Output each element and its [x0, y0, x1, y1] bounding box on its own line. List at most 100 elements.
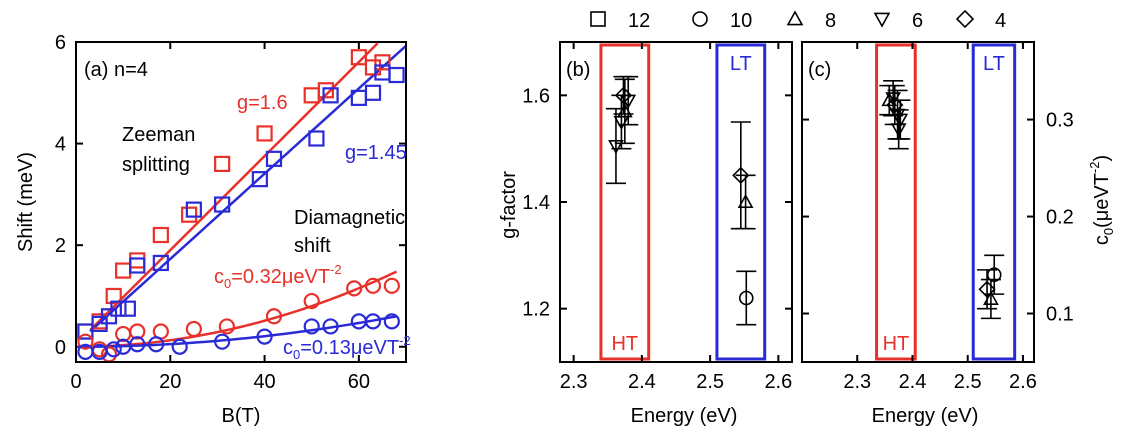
data-point-red-circle: [383, 277, 400, 294]
data-point-red-square: [129, 252, 146, 269]
legend-diamond-icon: [955, 9, 975, 29]
data-point-red-circle: [364, 277, 382, 294]
y-tick-label: 0: [55, 337, 66, 359]
panel-b-data-point-triangle-down: [608, 140, 624, 155]
data-point-red-square: [350, 49, 367, 66]
data-point-blue-circle: [383, 313, 400, 330]
panel-c-x-tick-label: 2.3: [843, 371, 871, 393]
panel-a: 0 20 40 60 0 2 4 6 (a) n=4 B(T) Shift (meV) g=1…: [15, 32, 411, 427]
data-point-red-square: [152, 226, 169, 244]
panel-b-data-point-circle: [738, 290, 754, 306]
data-point-red-square: [115, 262, 132, 279]
panel-c-region-label: HT: [883, 333, 910, 355]
data-point-blue-square: [214, 196, 231, 213]
data-point-red-circle: [303, 292, 320, 310]
data-point-blue-square: [308, 130, 325, 147]
panel-b-data-point-diamond: [732, 166, 750, 184]
y-tick-label: 6: [55, 32, 66, 54]
annotation-zeeman-2: splitting: [122, 154, 190, 176]
data-point-blue-square: [364, 84, 382, 101]
panel-b-x-tick-label: 2.4: [628, 371, 656, 393]
panel-c-region-lt: [971, 43, 1017, 361]
data-point-blue-circle: [303, 318, 320, 335]
data-point-red-circle: [129, 323, 146, 340]
data-point-blue-circle: [129, 336, 146, 353]
legend-label: 6: [912, 10, 923, 32]
data-point-red-square: [374, 54, 391, 71]
panel-c-data-point-triangle-up: [983, 290, 999, 305]
panel-c-data-point-diamond: [978, 280, 996, 298]
data-point-blue-square: [185, 201, 202, 218]
panel-c-x-tick-label: 2.4: [899, 371, 927, 393]
panel-a-xlabel: B(T): [222, 405, 261, 427]
panel-a-ylabel: Shift (meV): [15, 152, 37, 252]
data-point-red-circle: [218, 318, 235, 335]
panel-b-frame: [559, 41, 793, 363]
data-point-blue-circle: [105, 341, 122, 358]
panel-c-region-label: LT: [983, 53, 1005, 75]
data-point-blue-square: [110, 300, 127, 317]
fit-line-zeeman-blue: [89, 44, 407, 333]
data-point-blue-square: [322, 87, 339, 104]
panel-c-y-tick-label: 0.3: [1046, 110, 1074, 132]
data-point-blue-square: [119, 300, 136, 317]
data-point-blue-square: [152, 254, 169, 272]
panel-b-x-tick-label: 2.5: [696, 371, 724, 393]
data-point-red-circle: [346, 280, 363, 297]
data-point-blue-square: [129, 257, 146, 274]
data-point-red-square: [364, 59, 382, 76]
panel-b-ylabel: g-factor: [498, 171, 520, 239]
x-tick-label: 60: [348, 371, 370, 393]
y-tick-label: 4: [55, 134, 66, 156]
panel-b-data-point-triangle-up: [737, 193, 754, 208]
panel-c: HT LT 2.3 2.4 2.5 2.6 0.1 0.2 0.3 (c) Energy (e…: [801, 41, 1116, 427]
panel-c-x-tick-label: 2.6: [1009, 371, 1037, 393]
annotation-g-blue: g=1.45: [345, 142, 407, 164]
data-point-blue-circle: [364, 313, 382, 330]
panel-b-region-label: LT: [730, 53, 752, 75]
data-point-blue-circle: [214, 333, 231, 350]
data-point-blue-circle: [148, 336, 165, 353]
panel-b-y-tick-label: 1.6: [522, 85, 550, 107]
data-point-red-circle: [185, 320, 202, 338]
legend-label: 4: [995, 10, 1006, 32]
legend-label: 8: [825, 10, 836, 32]
panel-c-xlabel: Energy (eV): [872, 405, 979, 427]
annotation-g-red: g=1.6: [237, 92, 288, 114]
panel-c-y-tick-label: 0.1: [1046, 304, 1074, 326]
panel-c-label: (c): [808, 59, 831, 81]
panel-c-data-point-triangle-down: [890, 123, 907, 138]
data-point-red-square: [105, 287, 122, 305]
panel-b-data-point-triangle-down: [613, 116, 630, 131]
panel-c-data-point-triangle-down: [885, 92, 902, 107]
annotation-c0-blue: c0=0.13μeVT-2: [283, 333, 411, 362]
panel-c-frame: [801, 41, 1035, 363]
panel-b-y-tick-label: 1.2: [522, 299, 550, 321]
x-tick-label: 40: [253, 371, 275, 393]
panel-b: HT LT 2.3 2.4 2.5 2.6 1.2 1.4 1.6 (b) Energy (e…: [498, 41, 793, 427]
data-point-blue-circle: [256, 328, 273, 345]
data-point-blue-square: [251, 171, 268, 188]
panel-c-ylabel: c0(μeVT-2): [1087, 155, 1116, 245]
x-tick-label: 20: [159, 371, 181, 393]
panel-c-x-tick-label: 2.5: [954, 371, 982, 393]
legend-label: 12: [628, 10, 650, 32]
data-point-blue-circle: [322, 318, 339, 335]
data-point-red-square: [214, 155, 231, 173]
data-point-red-circle: [77, 333, 94, 350]
data-point-red-circle: [265, 308, 283, 325]
legend-triangle-down-icon: [873, 12, 891, 28]
data-point-red-square: [303, 87, 320, 104]
panel-b-label: (b): [566, 59, 590, 81]
legend-triangle-up-icon: [786, 10, 804, 26]
panel-b-x-tick-label: 2.6: [764, 371, 792, 393]
panel-c-data-point-triangle-down: [892, 113, 909, 128]
legend: 12 10 8 6 4: [590, 9, 1006, 32]
panel-b-xlabel: Energy (eV): [631, 405, 738, 427]
annotation-diamagnetic-1: Diamagnetic: [294, 207, 405, 229]
legend-circle-icon: [692, 11, 708, 27]
panel-b-region-label: HT: [611, 333, 638, 355]
panel-c-region-ht: [875, 43, 917, 361]
data-point-blue-square: [265, 150, 283, 167]
panel-a-label: (a) n=4: [84, 59, 148, 81]
